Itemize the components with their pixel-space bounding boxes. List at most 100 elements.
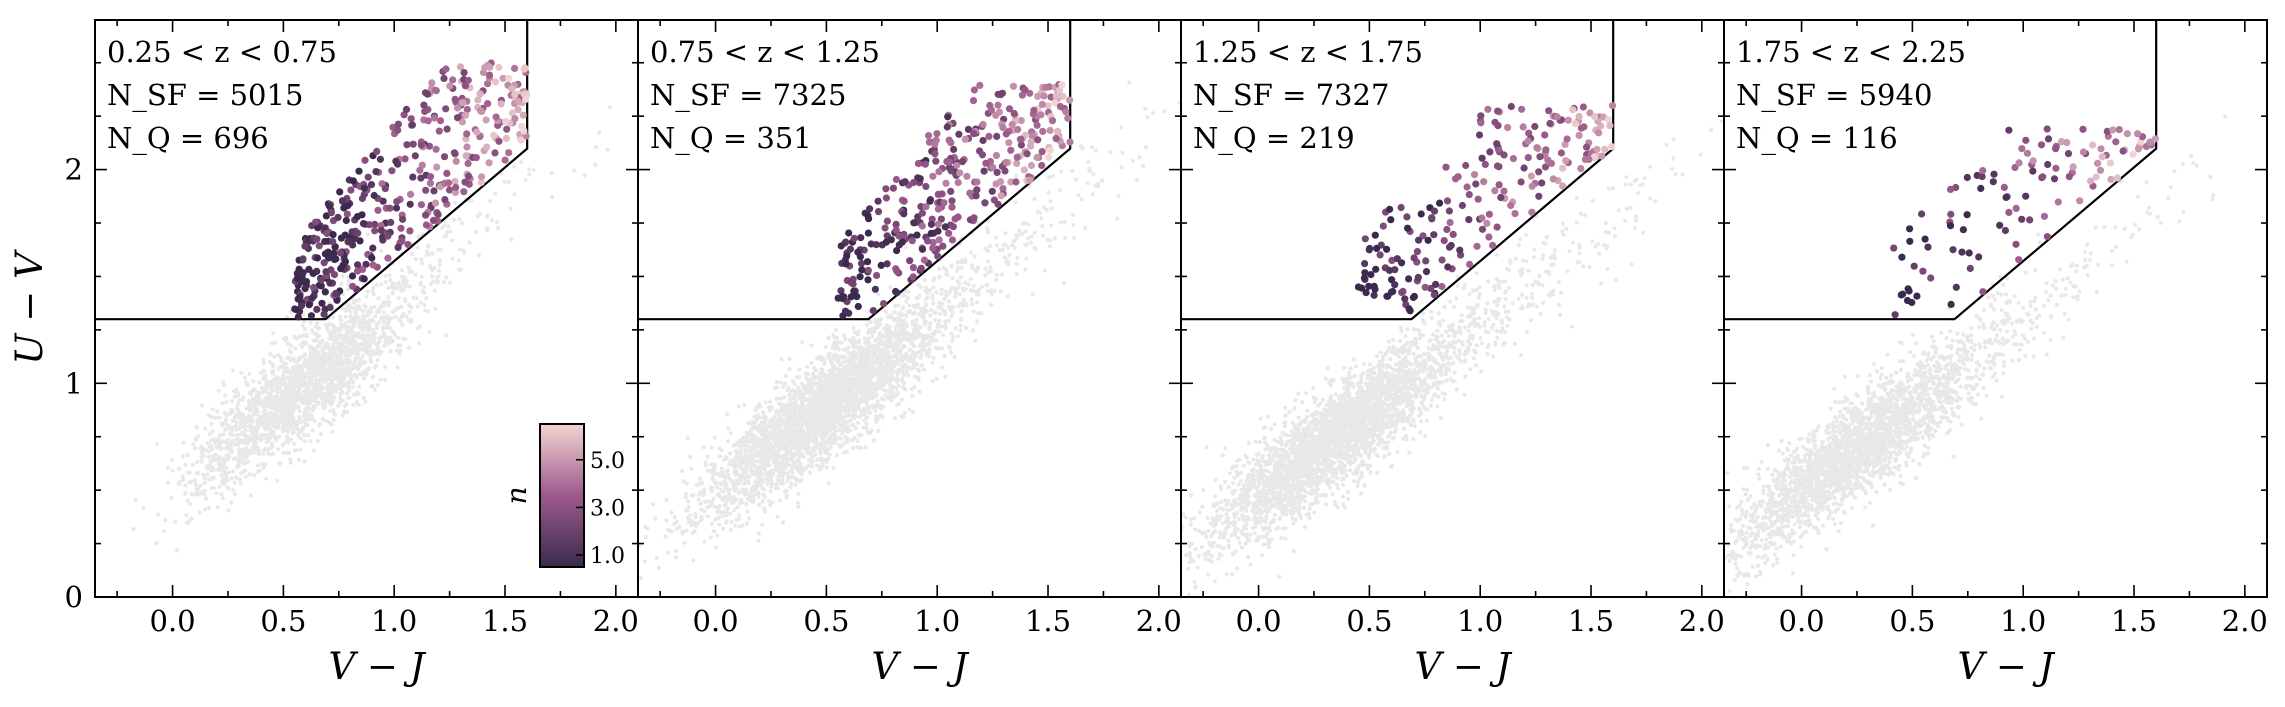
quiescent-point xyxy=(313,254,322,262)
quiescent-point xyxy=(1442,163,1450,171)
quiescent-point xyxy=(503,125,511,133)
quiescent-point xyxy=(463,105,471,114)
quiescent-point xyxy=(997,178,1005,186)
quiescent-point xyxy=(1403,213,1411,221)
quiescent-point xyxy=(934,190,942,198)
quiescent-point xyxy=(349,177,357,185)
colorbar-tick-label: 5.0 xyxy=(590,449,625,474)
quiescent-point xyxy=(1575,131,1583,139)
quiescent-point xyxy=(988,187,996,195)
quiescent-point xyxy=(1899,290,1907,298)
quiescent-point xyxy=(2146,138,2154,146)
quiescent-point xyxy=(384,254,392,262)
quiescent-point xyxy=(2052,145,2060,153)
quiescent-point xyxy=(1066,138,1074,146)
quiescent-point xyxy=(432,145,440,153)
quiescent-point xyxy=(407,190,415,198)
quiescent-point xyxy=(1048,117,1057,125)
quiescent-point xyxy=(1017,141,1025,149)
panels: 0.0 0.5 1.0 1.5 2.0 0 1 2 0.25 < z < 0.75 N_SF = … xyxy=(65,19,2268,638)
quiescent-point xyxy=(857,234,865,242)
quiescent-point xyxy=(2129,150,2137,158)
panel-annotation: N_SF = 7327 xyxy=(1193,78,1389,113)
quiescent-point xyxy=(514,106,522,114)
quiescent-point xyxy=(2064,150,2073,158)
quiescent-point xyxy=(368,254,376,262)
quiescent-point xyxy=(1979,288,1987,296)
quiescent-point xyxy=(963,172,971,180)
quiescent-point xyxy=(1415,236,1423,244)
quiescent-point xyxy=(1493,140,1501,148)
quiescent-point xyxy=(920,256,929,264)
quiescent-point xyxy=(332,289,340,297)
quiescent-point xyxy=(866,205,874,213)
quiescent-point xyxy=(315,242,323,250)
quiescent-point xyxy=(925,138,934,146)
quiescent-point xyxy=(1478,225,1487,233)
quiescent-point xyxy=(505,149,513,157)
quiescent-point xyxy=(895,232,903,240)
quiescent-point xyxy=(863,258,872,266)
quiescent-point xyxy=(2134,130,2142,138)
quiescent-boundary xyxy=(638,20,1072,321)
quiescent-point xyxy=(1047,93,1055,101)
quiescent-point xyxy=(461,178,469,186)
quiescent-point xyxy=(1478,154,1486,162)
quiescent-point xyxy=(424,117,432,125)
quiescent-point xyxy=(294,313,302,321)
quiescent-point xyxy=(321,288,329,296)
quiescent-point xyxy=(456,63,465,71)
quiescent-point xyxy=(1595,129,1603,137)
quiescent-point xyxy=(330,271,339,279)
quiescent-point xyxy=(1371,285,1379,293)
quiescent-point xyxy=(857,259,866,268)
quiescent-point xyxy=(1033,153,1041,162)
quiescent-point xyxy=(2151,135,2159,143)
quiescent-point xyxy=(339,261,347,269)
quiescent-point xyxy=(1055,86,1064,94)
quiescent-point xyxy=(443,125,451,133)
quiescent-point xyxy=(370,191,378,200)
quiescent-point xyxy=(426,179,435,187)
quiescent-point xyxy=(918,245,927,253)
quiescent-point xyxy=(1919,267,1927,275)
quiescent-point xyxy=(940,199,948,207)
quiescent-point xyxy=(1593,145,1601,153)
quiescent-point xyxy=(980,167,988,175)
quiescent-point xyxy=(473,128,481,136)
quiescent-point xyxy=(917,264,925,272)
quiescent-point xyxy=(305,265,313,273)
quiescent-point xyxy=(490,131,498,139)
quiescent-point xyxy=(422,211,430,219)
quiescent-point xyxy=(1475,131,1484,139)
quiescent-point xyxy=(1044,102,1052,110)
quiescent-point xyxy=(297,302,306,310)
quiescent-point xyxy=(313,267,321,275)
quiescent-point xyxy=(2134,145,2143,153)
quiescent-point xyxy=(430,187,438,195)
quiescent-point xyxy=(1996,221,2004,229)
x-tick-label: 0.0 xyxy=(1236,604,1282,638)
star-forming-cloud xyxy=(638,80,1181,581)
quiescent-point xyxy=(484,80,492,88)
quiescent-point xyxy=(934,227,942,235)
quiescent-point xyxy=(989,163,997,171)
quiescent-point xyxy=(1062,108,1070,116)
quiescent-point xyxy=(1033,121,1041,129)
quiescent-point xyxy=(404,240,412,249)
quiescent-point xyxy=(2063,139,2071,147)
quiescent-point xyxy=(360,275,368,283)
quiescent-point xyxy=(461,82,469,90)
quiescent-point xyxy=(442,105,450,113)
quiescent-point xyxy=(1579,103,1587,111)
quiescent-point xyxy=(1528,208,1536,216)
quiescent-point xyxy=(422,221,430,229)
quiescent-point xyxy=(1559,164,1567,172)
x-tick-label: 0.5 xyxy=(260,604,306,638)
quiescent-point xyxy=(442,65,450,73)
quiescent-point xyxy=(856,273,864,281)
quiescent-point xyxy=(1401,295,1409,303)
quiescent-point xyxy=(947,167,955,175)
quiescent-point xyxy=(1064,114,1072,122)
quiescent-point xyxy=(355,167,363,175)
